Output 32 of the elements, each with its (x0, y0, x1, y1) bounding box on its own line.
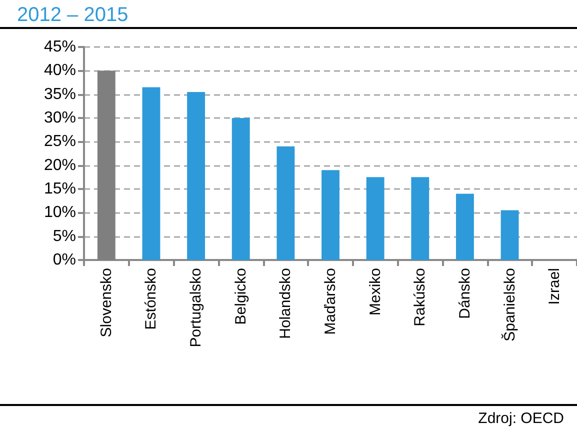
bar (232, 118, 250, 260)
bar (322, 170, 340, 260)
y-tick-label: 30% (44, 110, 76, 126)
y-tick-label: 25% (44, 133, 76, 150)
chart-title: 2012 – 2015 (17, 4, 128, 26)
y-tick-label: 10% (44, 204, 76, 222)
bar (276, 146, 295, 260)
x-tick-label: Rakúsko (412, 268, 429, 326)
bar (500, 210, 519, 260)
x-tick-label: Maďarsko (322, 268, 339, 335)
y-tick-label: 40% (44, 62, 76, 80)
y-tick-label: 20% (44, 156, 76, 174)
text: Zdroj: OECD (478, 410, 564, 427)
x-tick-label: Estónsko (142, 268, 160, 330)
x-tick-label: Portugalsko (188, 268, 205, 348)
y-tick-label: 15% (44, 180, 76, 198)
x-tick-label: Holandsko (277, 268, 294, 339)
bar (456, 194, 474, 260)
y-tick-label: 45% (44, 38, 76, 56)
y-tick-label: 35% (44, 86, 76, 103)
bar (411, 177, 430, 260)
y-tick-label: 0% (52, 252, 76, 268)
y-tick-label: 5% (52, 228, 76, 245)
x-tick-label: Dánsko (456, 268, 474, 319)
x-tick-label: Izrael (546, 268, 564, 305)
x-tick-label: Španielsko (500, 268, 518, 342)
x-tick-label: Slovensko (98, 268, 115, 338)
x-tick-label: Belgicko (232, 268, 250, 325)
bar (366, 177, 384, 260)
bar (142, 87, 160, 260)
x-tick-label: Mexiko (366, 268, 384, 316)
bar (187, 92, 206, 260)
